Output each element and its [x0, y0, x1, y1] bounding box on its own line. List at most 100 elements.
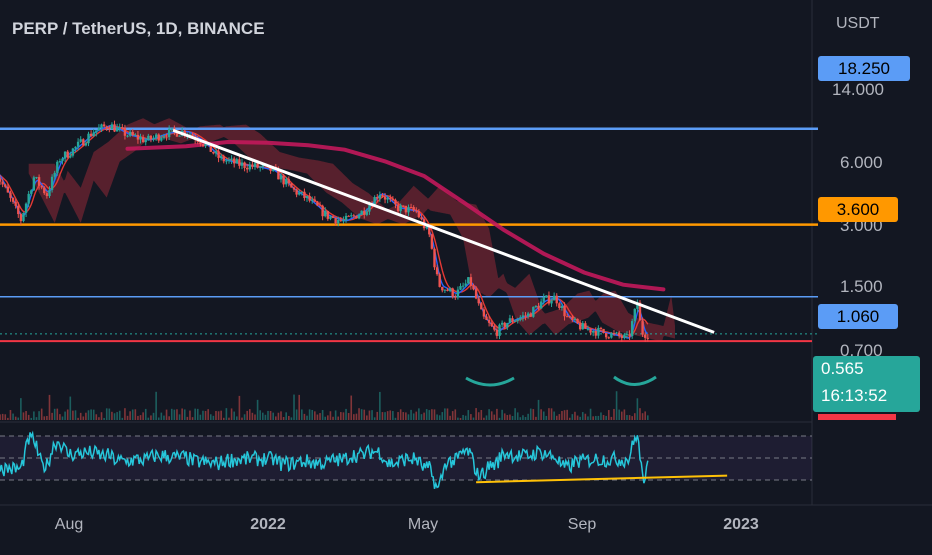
volume-bar [646, 415, 649, 420]
candle-body [589, 328, 592, 333]
volume-bar [384, 412, 386, 420]
candle-body [63, 151, 67, 159]
ichimoku-cloud [28, 118, 675, 342]
volume-bar [0, 414, 1, 420]
volume-bar [82, 416, 85, 420]
volume-bar [59, 414, 61, 420]
volume-bar [95, 414, 98, 420]
volume-bar [261, 412, 264, 420]
candle-body [209, 143, 212, 152]
candle-body [347, 215, 350, 217]
candle-body [6, 186, 10, 193]
volume-bar [410, 409, 412, 420]
volume-bar [626, 415, 628, 420]
candle-body [170, 128, 173, 130]
volume-bar [225, 408, 228, 420]
volume-bar [613, 408, 615, 420]
volume-bar [147, 417, 150, 420]
candle-body [586, 328, 590, 330]
volume-bar [72, 410, 74, 420]
volume-bar [641, 413, 644, 420]
volume-bar [602, 414, 605, 420]
volume-bar [386, 411, 389, 420]
volume-bar [633, 413, 636, 420]
volume-bar [105, 408, 108, 420]
candle-body [386, 197, 389, 200]
volume-bar [264, 414, 267, 420]
volume-bar [477, 412, 480, 420]
candle-body [238, 159, 241, 166]
candle-body [373, 196, 376, 207]
volume-bar [314, 411, 316, 420]
candle-body [604, 332, 608, 338]
candle-body [607, 337, 610, 339]
candle-body [461, 285, 465, 287]
volume-bar [235, 416, 238, 420]
volume-bar [353, 414, 355, 420]
candle-body [100, 124, 103, 128]
candle-body [409, 207, 413, 209]
volume-bar [217, 411, 220, 420]
volume-bar [251, 412, 254, 420]
candle-body [45, 193, 49, 197]
volume-bar [111, 411, 113, 420]
candle-body [79, 139, 82, 142]
last-price-value: 0.565 [821, 359, 864, 378]
volume-bar [14, 416, 17, 420]
support-level-marker [818, 414, 896, 420]
candle-body [326, 210, 330, 219]
candle-body [552, 295, 556, 301]
volume-bar [209, 414, 212, 420]
candle-body [576, 318, 579, 324]
candle-body [298, 192, 301, 195]
volume-bar [202, 410, 204, 420]
candle-body [425, 226, 428, 229]
volume-bar [537, 399, 540, 420]
candle-body [165, 136, 168, 138]
candle-body [230, 158, 233, 160]
candle-body [417, 211, 421, 218]
volume-bar [545, 415, 548, 420]
candle-body [201, 144, 205, 147]
candle-body [352, 215, 356, 217]
volume-bar [480, 410, 483, 420]
volume-bar [204, 410, 207, 420]
volume-bar [618, 409, 620, 420]
volume-bar [501, 409, 503, 420]
volume-bar [405, 412, 407, 420]
candle-body [469, 277, 473, 286]
candle-body [459, 286, 462, 290]
candle-body [508, 318, 512, 324]
candle-body [139, 137, 142, 140]
volume-bar [220, 410, 222, 420]
volume-bar [568, 417, 571, 420]
volume-bar [1, 413, 4, 420]
volume-bar [340, 412, 342, 420]
volume-bar [327, 415, 329, 420]
volume-bar [540, 409, 542, 420]
volume-bar [490, 411, 493, 420]
candle-body [82, 139, 85, 146]
volume-bar [12, 413, 14, 420]
volume-bar [74, 410, 77, 420]
volume-bar [181, 408, 183, 420]
volume-bar [485, 415, 488, 420]
candle-body [282, 175, 285, 185]
candle-body [279, 175, 283, 180]
candle-body [643, 334, 647, 338]
candle-body [482, 309, 486, 317]
candle-body [126, 135, 129, 137]
candle-body [329, 216, 332, 219]
candle-body [258, 166, 262, 168]
volume-bar [191, 417, 194, 420]
volume-bar [415, 411, 418, 420]
candle-body [404, 205, 408, 213]
volume-bar [368, 410, 371, 420]
volume-bar [134, 409, 137, 420]
candle-body [376, 196, 379, 199]
volume-bar [389, 410, 392, 420]
candle-body [303, 191, 306, 199]
candle-body [204, 143, 207, 147]
